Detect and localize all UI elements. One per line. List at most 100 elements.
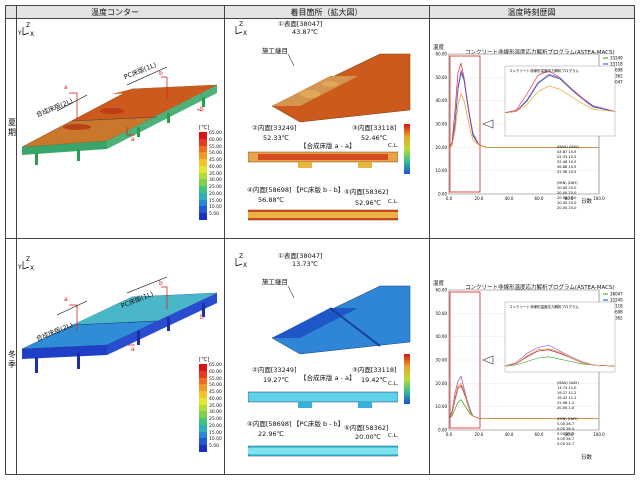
- summer-p4-label: ④内面[58698]: [247, 186, 292, 194]
- svg-text:a: a: [131, 136, 135, 143]
- summer-chart: 0.00 10.00 20.00 30.00 40.00 50.00 60.00 0.0 20.…: [436, 52, 624, 211]
- winter-section-bb: 【PC床版 b - b】: [293, 420, 345, 428]
- stat-row: 56.88 10.5: [557, 165, 576, 169]
- summer-chart-panel: 温度 コンクリート非線形温度応力解析プログラム(ASTEA-MACS) 0.00…: [431, 20, 629, 225]
- svg-text:Z: Z: [26, 22, 30, 29]
- stat-row: (MAX) (DAY): [557, 381, 579, 385]
- divider: [224, 6, 225, 474]
- section-a-marker: [69, 92, 135, 136]
- summer-chart-title: コンクリート非線形温度応力解析プログラム(ASTEA-MACS): [465, 50, 615, 56]
- divider: [16, 6, 17, 474]
- divider: [429, 6, 430, 474]
- legend-tick: 50.00: [209, 151, 222, 157]
- legend-tick: 30.00: [209, 178, 222, 184]
- y-tick-label: 10.00: [436, 168, 448, 173]
- summer-section-aa-shape: [248, 151, 398, 168]
- summer-p3-label: ③内面[33118]: [352, 124, 397, 132]
- legend-label: 38047: [610, 80, 623, 85]
- summer-cl-1: C.L.: [388, 143, 399, 149]
- y-tick-label: 20.00: [436, 145, 448, 150]
- inset-plot: [504, 301, 616, 373]
- legend-swatch: [199, 179, 207, 187]
- legend-tick: 5.00: [209, 212, 220, 218]
- winter-p2-label: ②内面[33249]: [252, 366, 297, 374]
- legend-unit: [℃]: [199, 357, 210, 363]
- legend-tick: 35.00: [209, 403, 222, 409]
- x-tick-label: 80.0: [565, 432, 574, 437]
- inset-plot: [504, 65, 616, 137]
- y-tick-label: 40.00: [436, 334, 448, 339]
- legend-label: 58698: [610, 310, 623, 315]
- winter-p4-value: 22.96℃: [258, 430, 284, 438]
- legend-tick: 45.00: [209, 158, 222, 164]
- inset-title: コンクリート非線形温度応力解析プログラム: [509, 304, 579, 309]
- summer-ylabel: 温度: [433, 45, 445, 51]
- legend-tick: 10.00: [209, 205, 222, 211]
- legend-swatch: [199, 370, 207, 378]
- svg-text:X: X: [243, 262, 247, 269]
- stat-row: 5.00 26.3: [557, 432, 574, 436]
- pc-slab: [72, 293, 217, 325]
- legend-tick: 60.00: [209, 369, 222, 375]
- winter-surface-label: ①表面[38047]: [278, 252, 323, 260]
- winter-p3-label: ③内面[33118]: [352, 366, 397, 374]
- stat-row: 5.00 26.7: [557, 422, 574, 426]
- legend-swatch: [199, 404, 207, 412]
- inset-series-line: [504, 348, 616, 367]
- svg-text:b: b: [159, 280, 163, 287]
- winter-chart-title: コンクリート非線形温度応力解析プログラム(ASTEA-MACS): [465, 285, 615, 291]
- x-tick-label: 60.0: [535, 196, 544, 201]
- stat-row: 20.00 25.0: [557, 186, 577, 190]
- winter-cl-1: C.L.: [388, 381, 399, 387]
- winter-p4-label: ④内面[58698]: [247, 420, 292, 428]
- legend-label: 58362: [610, 316, 623, 321]
- stat-row: 52.46 10.5: [557, 160, 576, 164]
- x-tick-label: 40.0: [505, 196, 514, 201]
- summer-p2-label: ②内面[33249]: [252, 124, 297, 132]
- stat-row: 5.00 26.7: [557, 437, 574, 441]
- summer-section-bb: 【PC床版 b - b】: [293, 186, 345, 194]
- legend-swatch: [199, 165, 207, 173]
- legend-label: 33118: [610, 304, 623, 309]
- legend-tick: 15.00: [209, 198, 222, 204]
- winter-section-aa-shape: [248, 391, 398, 408]
- summer-surface-label: ①表面[38047]: [278, 20, 323, 28]
- summer-cl-2: C.L.: [388, 199, 399, 205]
- winter-p5-label: ⑤内面[58362]: [344, 424, 389, 432]
- winter-chart: 0.00 10.00 20.00 30.00 40.00 50.00 60.00 0.0 20.…: [436, 288, 624, 447]
- stat-row: 5.00 24.7: [557, 442, 574, 446]
- stat-row: 52.33 10.5: [557, 155, 576, 159]
- legend-label: 33249: [610, 298, 623, 303]
- legend-tick: 15.00: [209, 430, 222, 436]
- y-tick-label: 0.00: [438, 192, 447, 197]
- stat-row: 20.00 25.0: [557, 201, 577, 205]
- x-tick-label: 100.0: [593, 432, 605, 437]
- axis-icon: ZX: [235, 253, 247, 269]
- svg-text:b: b: [200, 314, 204, 321]
- legend-swatch: [199, 391, 207, 398]
- legend-tick: 60.00: [209, 137, 222, 143]
- winter-xlabel: 日数: [581, 455, 593, 461]
- svg-text:b: b: [200, 106, 204, 113]
- legend-tick: 5.00: [209, 444, 220, 450]
- stat-row: 52.96 10.5: [557, 170, 576, 174]
- legend-tick: 40.00: [209, 396, 222, 402]
- legend-unit: [℃]: [199, 125, 210, 131]
- svg-text:b: b: [159, 70, 163, 77]
- legend-swatch: [199, 438, 207, 446]
- summer-joint-label: 施工継目: [262, 47, 288, 55]
- legend-label: 33118: [610, 62, 623, 67]
- summer-contour-view: ZX Y a a b b: [17, 22, 218, 165]
- legend-swatch: [199, 364, 207, 371]
- legend-swatch: [199, 431, 207, 439]
- legend-swatch: [199, 138, 207, 146]
- legend-swatch: [199, 145, 207, 153]
- season-winter: 冬 季: [8, 350, 16, 369]
- inset-title: コンクリート非線形温度応力解析プログラム: [509, 68, 579, 73]
- legend-label: 33249: [610, 56, 623, 61]
- inset-series-line: [504, 344, 616, 367]
- legend-label: 38047: [610, 292, 623, 297]
- legend-tick: 40.00: [209, 164, 222, 170]
- winter-section-bb-shape: [248, 445, 398, 457]
- axis-icon: ZX Y: [17, 22, 34, 38]
